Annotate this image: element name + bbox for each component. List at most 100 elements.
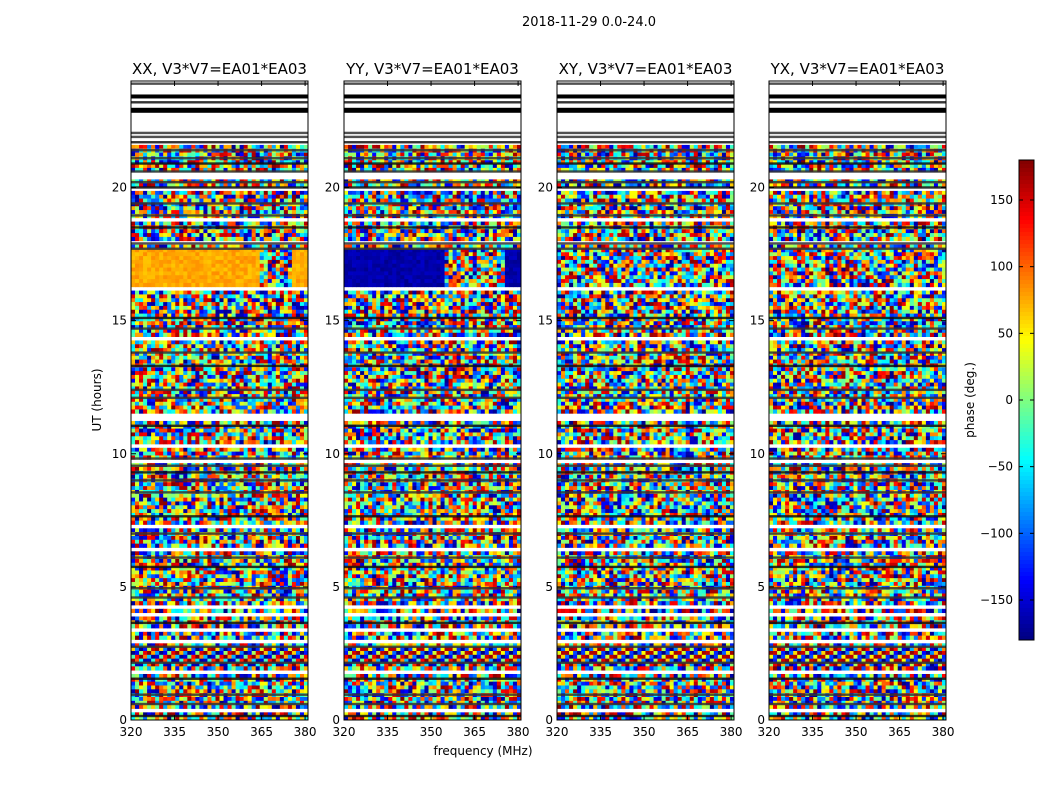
colorbar-segment <box>1019 484 1034 489</box>
colorbar-segment <box>1019 344 1034 349</box>
x-tick-label: 320 <box>758 725 781 739</box>
x-tick-label: 335 <box>589 725 612 739</box>
colorbar-segment <box>1019 472 1034 477</box>
colorbar-segment <box>1019 500 1034 505</box>
colorbar: −150 −100 −50 0 50 100 150 <box>980 159 1035 641</box>
colorbar-segment <box>1019 424 1034 429</box>
colorbar-segment <box>1019 608 1034 613</box>
y-tick-label: 10 <box>538 447 553 461</box>
colorbar-segment <box>1019 436 1034 441</box>
colorbar-segment <box>1019 220 1034 225</box>
y-tick-label: 5 <box>119 580 127 594</box>
colorbar-segment <box>1019 584 1034 589</box>
panel-title: YX, V3*V7=EA01*EA03 <box>770 60 945 78</box>
colorbar-segment <box>1019 304 1034 309</box>
colorbar-segment <box>1019 548 1034 553</box>
colorbar-segment <box>1019 268 1034 273</box>
colorbar-tick-label: −100 <box>980 526 1013 540</box>
colorbar-segment <box>1019 552 1034 557</box>
y-tick-label: 5 <box>545 580 553 594</box>
colorbar-segment <box>1019 176 1034 181</box>
colorbar-tick-label: 150 <box>990 193 1013 207</box>
colorbar-segment <box>1019 636 1034 641</box>
colorbar-segment <box>1019 480 1034 485</box>
y-axis-label: UT (hours) <box>90 368 104 431</box>
colorbar-segment <box>1019 588 1034 593</box>
phase-heatmap <box>557 81 734 720</box>
colorbar-segment <box>1019 396 1034 401</box>
colorbar-segment <box>1019 208 1034 213</box>
colorbar-segment <box>1019 260 1034 265</box>
colorbar-segment <box>1019 348 1034 353</box>
colorbar-segment <box>1019 340 1034 345</box>
colorbar-segment <box>1019 204 1034 209</box>
colorbar-segment <box>1019 488 1034 493</box>
colorbar-segment <box>1019 508 1034 513</box>
panel-4: YX, V3*V7=EA01*EA03 320 335 350 365 380 0 5 10 15… <box>750 60 955 739</box>
phase-heatmap <box>344 81 521 720</box>
colorbar-segment <box>1019 192 1034 197</box>
x-tick-label: 380 <box>507 725 530 739</box>
colorbar-tick-label: 0 <box>1005 393 1013 407</box>
y-tick-label: 10 <box>325 447 340 461</box>
colorbar-segment <box>1019 276 1034 281</box>
colorbar-segment <box>1019 604 1034 609</box>
colorbar-segment <box>1019 272 1034 277</box>
colorbar-segment <box>1019 516 1034 521</box>
colorbar-segment <box>1019 284 1034 289</box>
colorbar-segment <box>1019 212 1034 217</box>
x-tick-label: 335 <box>163 725 186 739</box>
colorbar-segment <box>1019 244 1034 249</box>
y-tick-label: 15 <box>112 314 127 328</box>
colorbar-label: phase (deg.) <box>963 362 977 438</box>
colorbar-segment <box>1019 560 1034 565</box>
colorbar-segment <box>1019 556 1034 561</box>
colorbar-segment <box>1019 532 1034 537</box>
x-tick-label: 335 <box>801 725 824 739</box>
colorbar-segment <box>1019 308 1034 313</box>
colorbar-segment <box>1019 180 1034 185</box>
colorbar-segment <box>1019 620 1034 625</box>
phase-heatmap <box>131 81 308 720</box>
colorbar-segment <box>1019 252 1034 257</box>
colorbar-segment <box>1019 264 1034 269</box>
colorbar-segment <box>1019 288 1034 293</box>
colorbar-segment <box>1019 536 1034 541</box>
colorbar-segment <box>1019 628 1034 633</box>
colorbar-segment <box>1019 296 1034 301</box>
y-tick-label: 15 <box>750 314 765 328</box>
x-tick-label: 335 <box>376 725 399 739</box>
colorbar-segment <box>1019 384 1034 389</box>
colorbar-tick-label: 50 <box>998 326 1013 340</box>
colorbar-segment <box>1019 416 1034 421</box>
colorbar-segment <box>1019 228 1034 233</box>
colorbar-segment <box>1019 160 1034 165</box>
x-tick-label: 320 <box>546 725 569 739</box>
colorbar-segment <box>1019 312 1034 317</box>
panel-title: XX, V3*V7=EA01*EA03 <box>132 60 307 78</box>
y-tick-label: 15 <box>325 314 340 328</box>
panel-title: XY, V3*V7=EA01*EA03 <box>559 60 733 78</box>
colorbar-segment <box>1019 380 1034 385</box>
x-tick-label: 380 <box>720 725 743 739</box>
colorbar-segment <box>1019 332 1034 337</box>
colorbar-segment <box>1019 596 1034 601</box>
y-tick-label: 20 <box>750 181 765 195</box>
x-tick-label: 365 <box>888 725 911 739</box>
y-tick-label: 20 <box>538 181 553 195</box>
colorbar-segment <box>1019 432 1034 437</box>
colorbar-segment <box>1019 392 1034 397</box>
y-tick-label: 10 <box>750 447 765 461</box>
colorbar-tick-label: −50 <box>988 460 1013 474</box>
colorbar-segment <box>1019 492 1034 497</box>
x-tick-label: 350 <box>420 725 443 739</box>
colorbar-segment <box>1019 316 1034 321</box>
colorbar-segment <box>1019 572 1034 577</box>
colorbar-segment <box>1019 632 1034 637</box>
colorbar-segment <box>1019 612 1034 617</box>
colorbar-segment <box>1019 428 1034 433</box>
colorbar-segment <box>1019 540 1034 545</box>
panel-frame <box>556 80 735 721</box>
panel-frame <box>343 80 522 721</box>
